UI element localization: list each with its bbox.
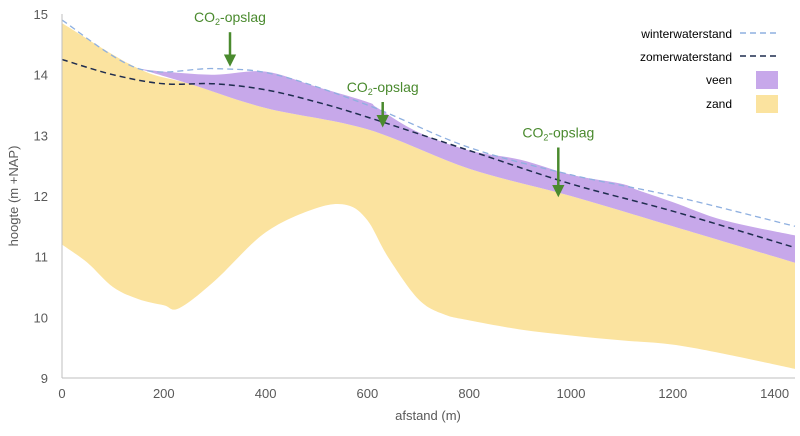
- tick-labels: 0 200 400 600 800 1000 1200 1400 9 10 11 12 13 14 15: [34, 7, 790, 401]
- y-tick-label: 11: [35, 250, 49, 265]
- legend: winterwaterstand zomerwaterstand veen za…: [640, 27, 778, 113]
- legend-label-winter: winterwaterstand: [640, 27, 732, 41]
- x-tick-label: 1400: [760, 386, 789, 401]
- y-axis-title: hoogte (m +NAP): [6, 146, 21, 247]
- line-zomer: [61, 58, 796, 249]
- x-tick-label: 800: [458, 386, 480, 401]
- legend-symbol-veen: [756, 71, 778, 89]
- area-veen: [138, 68, 795, 263]
- x-tick-label: 600: [357, 386, 379, 401]
- x-axis-title: afstand (m): [395, 408, 461, 423]
- y-tick-label: 13: [34, 128, 48, 143]
- axes: [61, 14, 795, 379]
- legend-label-zomer: zomerwaterstand: [640, 50, 732, 64]
- legend-label-veen: veen: [706, 73, 732, 87]
- y-tick-label: 12: [34, 189, 48, 204]
- y-tick-label: 9: [41, 371, 48, 386]
- y-tick-label: 14: [34, 68, 48, 83]
- line-winter: [61, 19, 796, 227]
- y-tick-label: 10: [34, 310, 48, 325]
- x-tick-label: 400: [255, 386, 277, 401]
- legend-symbol-zand: [756, 95, 778, 113]
- annotation-label: CO2-opslag: [347, 79, 419, 97]
- x-tick-label: 1000: [557, 386, 586, 401]
- y-tick-label: 15: [34, 7, 48, 22]
- area-layer: [62, 23, 795, 369]
- annotation-label: CO2-opslag: [194, 9, 266, 27]
- annotation-label: CO2-opslag: [522, 125, 594, 143]
- legend-label-zand: zand: [706, 97, 732, 111]
- annotation-layer: CO2-opslag CO2-opslag CO2-opslag: [194, 9, 594, 198]
- line-layer: [61, 19, 796, 249]
- area-zand: [62, 23, 795, 369]
- x-tick-label: 200: [153, 386, 175, 401]
- x-tick-label: 1200: [658, 386, 687, 401]
- x-tick-label: 0: [58, 386, 65, 401]
